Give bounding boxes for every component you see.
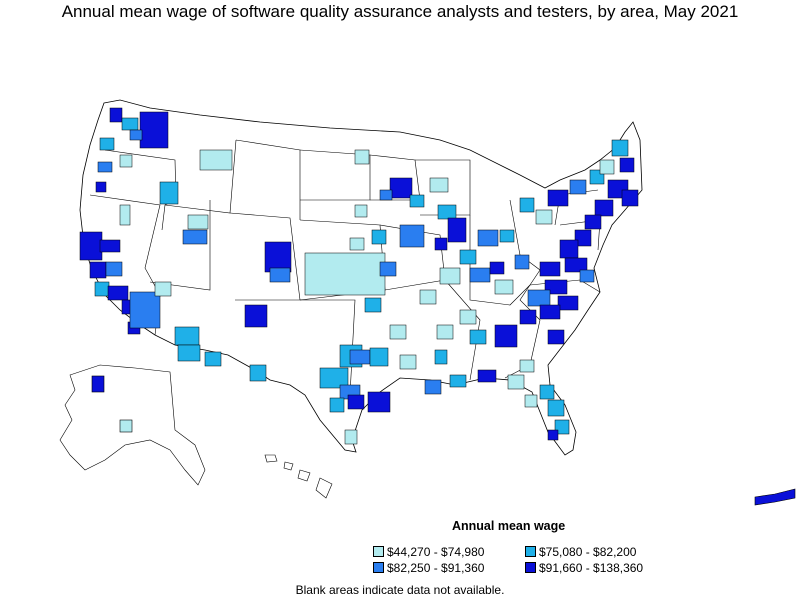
legend-item-3: $82,250 - $91,360 — [373, 561, 484, 575]
alaska — [59, 364, 206, 486]
legend-swatch-2 — [525, 546, 536, 557]
legend-label-3: $82,250 - $91,360 — [387, 561, 485, 575]
legend-swatch-3 — [373, 562, 384, 573]
legend-label-2: $75,080 - $82,200 — [539, 545, 637, 559]
puerto-rico — [754, 488, 796, 506]
footnote: Blank areas indicate data not available. — [295, 583, 505, 597]
legend-title: Annual mean wage — [452, 519, 566, 533]
legend-swatch-4 — [525, 562, 536, 573]
hawaii — [264, 454, 333, 499]
legend-item-2: $75,080 - $82,200 — [525, 545, 636, 559]
legend-label-4: $91,660 - $138,360 — [539, 561, 644, 575]
legend-swatch-1 — [373, 546, 384, 557]
metro-areas — [79, 107, 639, 445]
legend-label-1: $44,270 - $74,980 — [387, 545, 485, 559]
legend-item-1: $44,270 - $74,980 — [373, 545, 484, 559]
map-title: Annual mean wage of software quality ass… — [61, 2, 739, 21]
legend-item-4: $91,660 - $138,360 — [525, 561, 643, 575]
